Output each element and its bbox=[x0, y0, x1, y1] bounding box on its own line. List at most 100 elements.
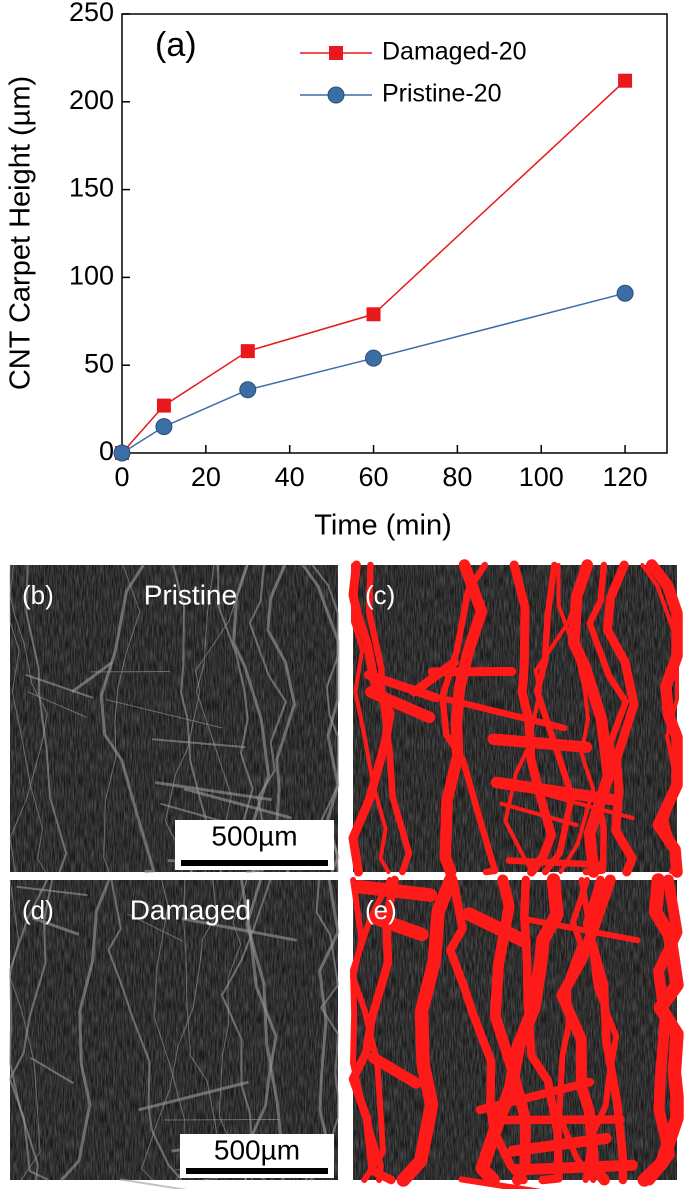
strand bbox=[9, 564, 46, 873]
highlight bbox=[519, 915, 641, 944]
highlight bbox=[556, 874, 616, 1186]
y-tick-label: 100 bbox=[69, 261, 114, 291]
sem-image: (e) bbox=[348, 873, 684, 1189]
panel-annotation: (a) bbox=[155, 26, 197, 64]
panel-caption: Pristine bbox=[144, 579, 237, 610]
strand bbox=[105, 698, 223, 729]
strand bbox=[138, 1080, 249, 1112]
strand bbox=[30, 1057, 74, 1085]
highlight bbox=[602, 560, 639, 877]
scale-bar bbox=[181, 860, 328, 866]
x-tick-label: 20 bbox=[191, 462, 221, 492]
highlight bbox=[409, 657, 459, 697]
series-line bbox=[121, 80, 626, 454]
highlight bbox=[501, 1115, 625, 1125]
legend-marker bbox=[329, 46, 343, 60]
strand bbox=[119, 1178, 188, 1189]
highlight bbox=[489, 874, 531, 1186]
highlight bbox=[458, 1176, 542, 1189]
scale-bar bbox=[186, 1168, 328, 1174]
highlight bbox=[556, 563, 596, 874]
highlight bbox=[396, 873, 458, 1187]
panel-label: (b) bbox=[22, 580, 54, 610]
y-tick-label: 0 bbox=[99, 436, 114, 466]
highlight bbox=[446, 875, 528, 1185]
strand bbox=[25, 564, 68, 873]
legend-item: Pristine-20 bbox=[300, 80, 502, 108]
x-tick-label: 40 bbox=[275, 462, 305, 492]
highlight bbox=[368, 911, 429, 942]
strand bbox=[60, 879, 111, 1182]
scale-bar-label: 500µm bbox=[211, 820, 297, 851]
highlight bbox=[582, 561, 629, 876]
strand bbox=[181, 917, 297, 942]
strand bbox=[164, 1118, 280, 1121]
scale-bar-label: 500µm bbox=[214, 1134, 300, 1165]
highlight bbox=[487, 733, 593, 753]
legend-label: Damaged-20 bbox=[382, 38, 527, 66]
image-panels: (b) Pristine 500µm (c) (d) Damaged 500µm (e) bbox=[8, 559, 684, 1189]
highlight bbox=[365, 686, 436, 724]
highlight bbox=[462, 907, 531, 948]
x-tick-label: 120 bbox=[603, 462, 648, 492]
highlight bbox=[350, 877, 393, 1183]
strand bbox=[27, 691, 87, 718]
panel-label: (e) bbox=[365, 895, 397, 925]
x-tick-label: 100 bbox=[519, 462, 564, 492]
legend-item: Damaged-20 bbox=[300, 38, 527, 66]
strand bbox=[25, 673, 94, 699]
sem-image: (c) bbox=[348, 559, 683, 878]
strand bbox=[99, 564, 156, 874]
strand bbox=[151, 738, 246, 749]
x-tick-label: 80 bbox=[442, 462, 472, 492]
highlight bbox=[439, 559, 488, 878]
strand bbox=[239, 879, 278, 1181]
marker bbox=[618, 73, 633, 88]
marker bbox=[156, 398, 171, 413]
highlight bbox=[348, 875, 399, 1185]
marker bbox=[616, 284, 634, 302]
highlight bbox=[439, 561, 499, 876]
highlight bbox=[368, 1052, 422, 1089]
highlight bbox=[351, 563, 391, 874]
strand bbox=[127, 913, 183, 942]
marker bbox=[155, 418, 173, 436]
y-tick-label: 50 bbox=[84, 348, 114, 378]
highlight bbox=[646, 559, 683, 878]
highlight bbox=[640, 563, 679, 874]
highlight bbox=[637, 873, 684, 1187]
marker bbox=[366, 307, 381, 322]
y-axis-label: CNT Carpet Height (µm) bbox=[5, 76, 37, 390]
panel-label: (c) bbox=[365, 580, 395, 610]
highlight bbox=[499, 801, 579, 827]
strand bbox=[32, 916, 80, 936]
strand bbox=[304, 879, 340, 1181]
strand bbox=[8, 879, 49, 1181]
legend-marker bbox=[327, 86, 345, 104]
y-tick-label: 200 bbox=[69, 85, 114, 115]
strand bbox=[103, 564, 141, 873]
strand bbox=[8, 879, 54, 1181]
highlight bbox=[363, 670, 441, 703]
highlight bbox=[505, 857, 605, 869]
x-tick-label: 0 bbox=[114, 462, 129, 492]
sem-image: (d) Damaged 500µm bbox=[8, 879, 340, 1189]
highlight bbox=[352, 880, 438, 902]
highlight bbox=[490, 776, 619, 806]
chart: (a) Time (min) CNT Carpet Height (µm) 0 2… bbox=[5, 0, 668, 542]
y-tick-label: 250 bbox=[69, 0, 114, 27]
marker bbox=[240, 344, 255, 359]
strand bbox=[9, 564, 48, 873]
plot-frame bbox=[121, 13, 668, 454]
strand bbox=[155, 780, 272, 802]
strand bbox=[141, 879, 217, 1181]
marker bbox=[113, 444, 131, 462]
strand bbox=[107, 879, 183, 1181]
strand bbox=[183, 787, 293, 820]
strand bbox=[70, 661, 114, 694]
highlight bbox=[510, 1159, 638, 1176]
strand bbox=[301, 564, 340, 873]
strand bbox=[16, 885, 88, 897]
